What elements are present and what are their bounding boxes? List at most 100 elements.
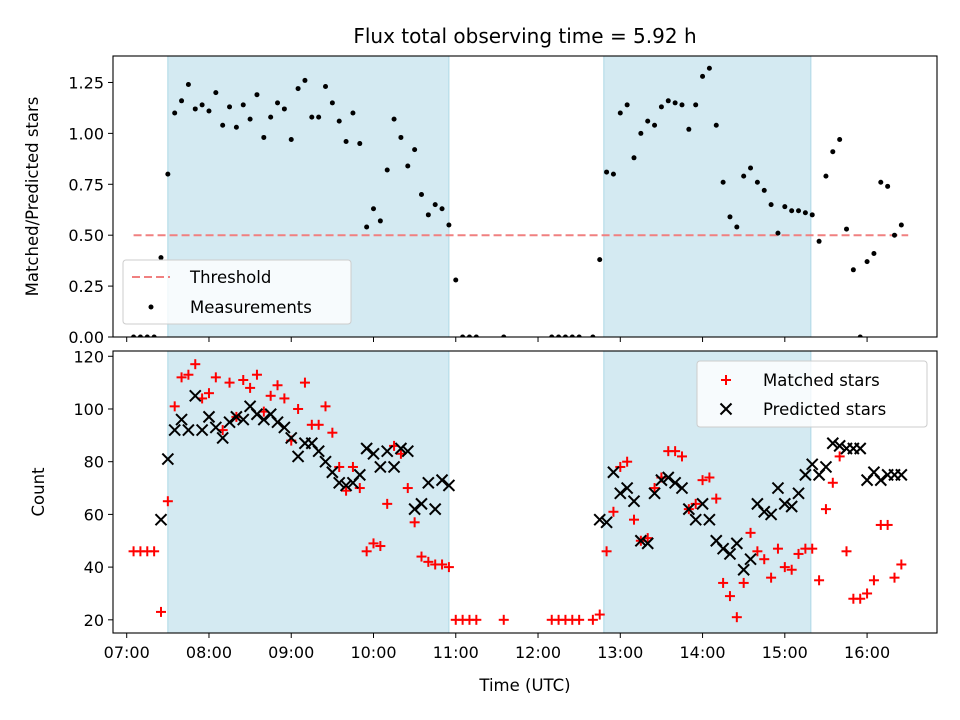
matched-star-point: [752, 546, 763, 557]
measurement-point: [700, 73, 706, 79]
count-legend-box: [696, 360, 928, 428]
predicted-star-point: [723, 547, 737, 561]
predicted-star-point: [415, 497, 428, 511]
matched-star-point: [347, 461, 358, 472]
ratio-y-axis-ticks: 0.00 0.25 0.50 0.75 1.00 1.25: [68, 73, 113, 347]
ratio-y-tick-label: 1.25: [68, 73, 104, 92]
matched-star-point: [382, 498, 393, 509]
measurement-point: [597, 257, 603, 263]
predicted-star-point: [326, 466, 339, 479]
matched-star-point: [738, 577, 749, 588]
measurement-point: [268, 114, 274, 120]
predicted-star-point: [785, 500, 798, 513]
matched-star-point: [594, 609, 605, 620]
measurement-point: [672, 100, 678, 106]
measurement-point: [693, 102, 699, 108]
matched-star-point: [293, 403, 304, 414]
matched-star-point: [354, 483, 365, 494]
matched-star-point: [670, 446, 681, 457]
measurement-point: [823, 173, 829, 179]
ratio-legend-box: [122, 259, 352, 325]
time-x-tick-label: 08:00: [186, 643, 232, 662]
matched-star-point: [622, 456, 633, 467]
matched-star-point: [498, 614, 509, 625]
measurement-point: [652, 122, 658, 128]
matched-stars-series: [128, 359, 907, 625]
predicted-star-point: [271, 415, 284, 429]
matched-star-point: [162, 496, 173, 507]
predicted-star-point: [387, 460, 401, 474]
time-x-tick-label: 10:00: [350, 643, 396, 662]
shaded-interval-2: [603, 55, 812, 338]
measurement-point: [658, 104, 664, 110]
measurement-point: [199, 102, 205, 108]
measurement-point: [357, 141, 363, 147]
matched-star-point: [745, 527, 756, 538]
predicted-star-point: [744, 552, 757, 566]
time-x-tick-label: 15:00: [762, 643, 808, 662]
matched-star-point: [759, 554, 770, 565]
matched-star-point: [368, 538, 379, 549]
measurement-point: [727, 214, 733, 220]
matched-star-point: [210, 372, 221, 383]
matched-star-point: [697, 475, 708, 486]
measurement-point: [473, 334, 479, 337]
predicted-star-point: [202, 410, 216, 424]
predicted-star-point: [189, 389, 202, 403]
predicted-star-point: [168, 423, 181, 437]
predicted-star-point: [442, 479, 456, 492]
measurement-point: [398, 134, 404, 140]
measurement-point: [432, 202, 438, 208]
matched-star-point: [265, 390, 276, 401]
count-y-tick-label: 20: [84, 611, 104, 630]
matched-star-point: [361, 546, 372, 557]
matched-star-point: [608, 506, 619, 517]
matched-star-point: [649, 483, 660, 494]
count-y-tick-label: 80: [84, 453, 104, 472]
measurement-point: [556, 334, 562, 337]
measurement-point: [645, 118, 651, 124]
predicted-star-point: [833, 439, 846, 453]
matched-star-point: [601, 546, 612, 557]
measurement-point: [857, 334, 863, 337]
measurement-point: [240, 102, 246, 108]
measurement-point: [789, 208, 795, 214]
predicted-star-point: [175, 413, 188, 426]
matched-star-point: [149, 546, 160, 557]
predicted-star-point: [662, 471, 675, 484]
measurement-point: [576, 334, 582, 337]
predicted-star-point: [895, 468, 908, 482]
measurement-point: [343, 139, 349, 145]
measurement-point: [713, 122, 719, 128]
predicted-star-point: [285, 431, 298, 445]
matched-star-point: [862, 588, 873, 599]
measurement-point: [165, 171, 171, 177]
measurement-point: [754, 179, 760, 185]
matched-star-point: [882, 519, 893, 530]
count-panel: 20 40 60 80 100 120 07:00 08:00 09:00 10:00 11:00…: [29, 347, 938, 695]
measurement-point: [172, 110, 178, 116]
time-x-tick-label: 12:00: [515, 643, 561, 662]
predicted-star-point: [668, 476, 682, 489]
measurement-point: [439, 206, 445, 212]
count-y-axis-ticks: 20 40 60 80 100 120: [73, 347, 113, 630]
predicted-star-point: [312, 444, 325, 458]
count-y-tick-label: 60: [84, 505, 104, 524]
measurement-point: [871, 251, 877, 257]
measurement-point: [809, 212, 815, 218]
matched-star-point: [183, 369, 194, 380]
count-legend: Matched stars Predicted stars: [696, 360, 928, 428]
measurement-point: [377, 218, 383, 224]
predicted-star-point: [778, 497, 792, 511]
predicted-star-point: [682, 502, 696, 516]
predicted-star-point: [435, 473, 449, 487]
measurement-point: [418, 191, 424, 197]
predicted-star-point: [195, 423, 209, 437]
matched-star-point: [169, 401, 180, 412]
measurement-point: [686, 126, 692, 132]
matched-star-point: [690, 498, 701, 509]
legend-x-marker: [719, 402, 733, 416]
matched-star-point: [731, 612, 742, 623]
